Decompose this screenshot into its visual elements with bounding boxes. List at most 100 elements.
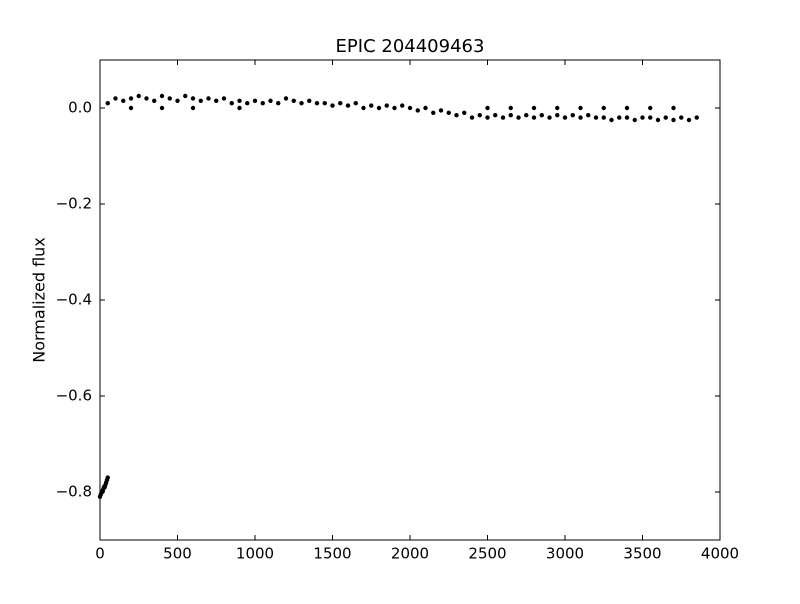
data-point bbox=[624, 115, 630, 120]
data-point bbox=[671, 105, 676, 111]
data-point bbox=[454, 113, 459, 118]
data-point bbox=[252, 98, 258, 104]
data-point bbox=[159, 93, 165, 99]
data-point bbox=[500, 115, 506, 120]
data-point bbox=[361, 105, 366, 111]
data-point bbox=[167, 96, 172, 101]
data-point bbox=[570, 113, 575, 118]
data-point bbox=[121, 98, 126, 104]
data-point bbox=[648, 115, 653, 120]
data-point bbox=[578, 115, 583, 120]
data-point bbox=[128, 96, 134, 101]
data-point bbox=[624, 105, 630, 111]
chart-title: EPIC 204409463 bbox=[336, 36, 485, 57]
data-point bbox=[508, 113, 513, 118]
data-point bbox=[679, 115, 684, 120]
data-point bbox=[586, 113, 591, 118]
x-tick-label: 3000 bbox=[546, 545, 584, 563]
data-point bbox=[136, 93, 141, 99]
data-point bbox=[183, 93, 188, 99]
x-tick-label: 2000 bbox=[391, 545, 429, 563]
data-point bbox=[299, 101, 304, 106]
data-point bbox=[555, 113, 560, 118]
data-point bbox=[245, 101, 250, 106]
data-point bbox=[562, 115, 568, 120]
data-point bbox=[601, 115, 606, 120]
data-point bbox=[493, 113, 498, 118]
data-point bbox=[314, 101, 320, 106]
x-tick-label: 4000 bbox=[701, 545, 739, 563]
data-point bbox=[547, 115, 552, 120]
data-point bbox=[617, 115, 622, 120]
data-point bbox=[307, 98, 312, 104]
data-point bbox=[268, 98, 273, 104]
data-point bbox=[322, 101, 327, 106]
data-point bbox=[175, 98, 180, 104]
data-point bbox=[524, 113, 529, 118]
data-point bbox=[648, 105, 653, 111]
y-tick-label: −0.8 bbox=[56, 483, 92, 501]
y-tick-label: −0.2 bbox=[56, 195, 92, 213]
data-point bbox=[601, 105, 606, 111]
data-point bbox=[105, 475, 110, 480]
data-point bbox=[338, 101, 343, 106]
data-point bbox=[159, 105, 165, 111]
data-point bbox=[446, 110, 451, 116]
data-point bbox=[686, 117, 692, 123]
data-point bbox=[485, 115, 490, 120]
data-point bbox=[578, 105, 583, 111]
data-point bbox=[190, 105, 196, 111]
data-point bbox=[655, 117, 661, 123]
data-point bbox=[229, 101, 234, 106]
data-point bbox=[516, 115, 521, 120]
y-tick-label: −0.4 bbox=[56, 291, 92, 309]
data-point bbox=[477, 113, 482, 118]
data-point bbox=[531, 105, 537, 111]
data-point bbox=[144, 96, 149, 101]
y-axis-label: Normalized flux bbox=[30, 237, 49, 363]
data-point bbox=[508, 105, 513, 111]
data-point bbox=[237, 98, 242, 104]
data-point bbox=[376, 105, 382, 111]
data-point bbox=[694, 115, 699, 120]
data-point bbox=[555, 105, 560, 111]
x-tick-label: 2500 bbox=[468, 545, 506, 563]
x-tick-label: 3500 bbox=[623, 545, 661, 563]
data-point bbox=[392, 105, 397, 111]
data-point bbox=[353, 101, 358, 106]
data-point bbox=[423, 105, 428, 111]
data-point bbox=[632, 117, 637, 123]
data-point bbox=[276, 101, 281, 106]
data-point bbox=[431, 110, 436, 116]
x-tick-label: 1000 bbox=[236, 545, 274, 563]
data-point bbox=[128, 105, 134, 111]
data-point bbox=[291, 98, 296, 104]
y-tick-label: −0.6 bbox=[56, 387, 92, 405]
x-tick-label: 0 bbox=[95, 545, 105, 563]
data-point bbox=[384, 103, 389, 108]
data-point bbox=[485, 105, 490, 111]
x-tick-label: 500 bbox=[163, 545, 192, 563]
data-point bbox=[593, 115, 599, 120]
data-point bbox=[400, 103, 405, 108]
data-point bbox=[671, 117, 676, 123]
data-point bbox=[221, 96, 227, 101]
data-point bbox=[663, 115, 668, 120]
data-point bbox=[214, 98, 219, 104]
data-point bbox=[609, 117, 614, 123]
data-point bbox=[152, 98, 157, 104]
data-point bbox=[113, 96, 118, 101]
data-point bbox=[345, 103, 351, 108]
data-point bbox=[462, 110, 467, 116]
data-point bbox=[260, 101, 265, 106]
data-point bbox=[415, 108, 420, 113]
x-tick-label: 1500 bbox=[313, 545, 351, 563]
data-point bbox=[539, 113, 544, 118]
data-point bbox=[469, 115, 475, 120]
data-point bbox=[190, 96, 196, 101]
data-point bbox=[640, 115, 645, 120]
data-point bbox=[407, 105, 413, 111]
data-point bbox=[198, 98, 203, 104]
